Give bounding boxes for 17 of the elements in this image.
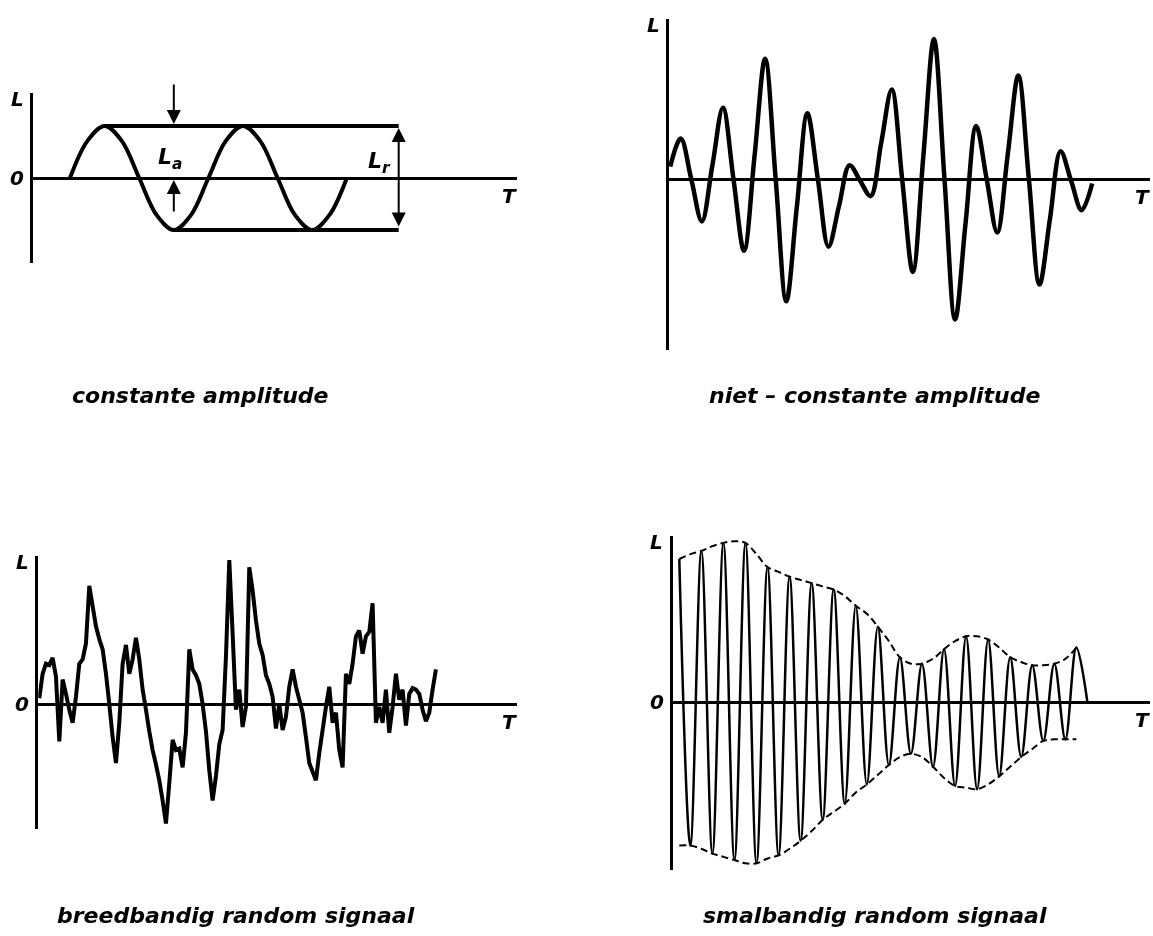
text: breedbandig random signaal [57, 903, 415, 928]
x-axis-title: T [1135, 185, 1150, 209]
annotation: L$_{a}$ [158, 144, 183, 173]
text: smalbandig random signaal [703, 903, 1047, 928]
text: 0 [650, 690, 664, 714]
text: 0 [15, 692, 29, 716]
annotation: L$_{r}$ [368, 148, 392, 177]
y-axis-title: L [647, 13, 660, 37]
y-axis-title: L [650, 530, 663, 554]
text: niet – constante amplitude [709, 383, 1041, 408]
x-axis-title: T [502, 710, 517, 734]
y-axis-title: L [16, 550, 29, 574]
x-axis-title: T [1135, 708, 1150, 732]
text: 0 [10, 166, 24, 190]
text: constante amplitude [72, 383, 329, 408]
y-axis-title: L [11, 87, 24, 111]
x-axis-title: T [502, 184, 517, 208]
